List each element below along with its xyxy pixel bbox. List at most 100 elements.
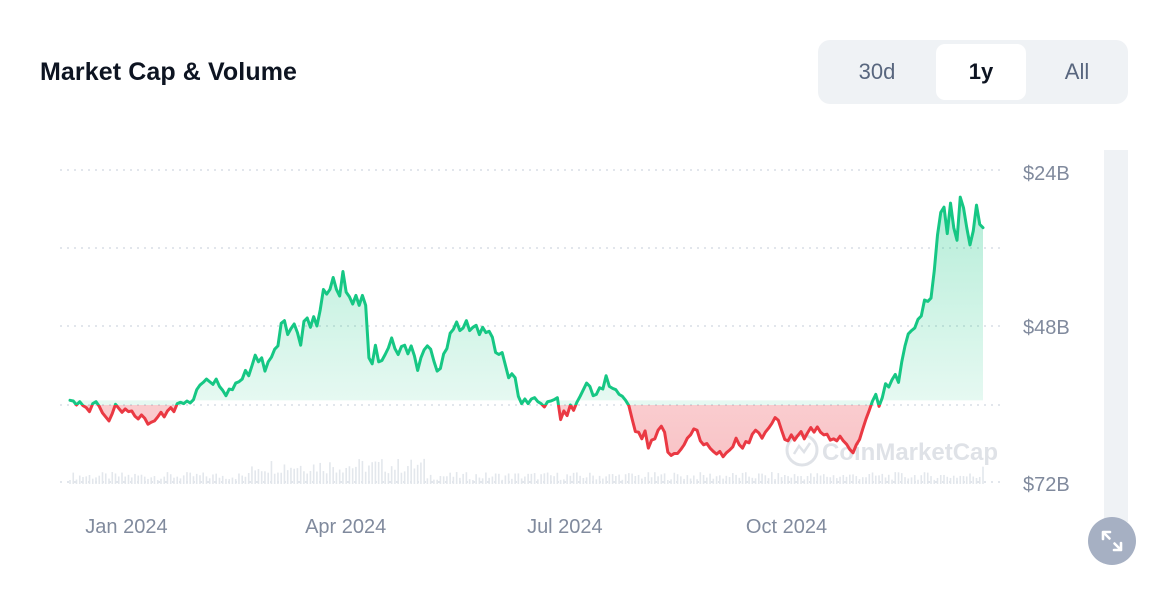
volume-bar [215, 473, 218, 484]
volume-bar [654, 472, 656, 484]
volume-bar [816, 473, 819, 484]
volume-bar [208, 478, 211, 484]
volume-bar [475, 474, 477, 484]
volume-bar [173, 477, 175, 484]
volume-bar [686, 475, 689, 484]
volume-bar [887, 474, 890, 484]
volume-bar [478, 477, 481, 484]
volume-bar [169, 474, 172, 484]
volume-bar [618, 474, 620, 484]
volume-bar [192, 476, 195, 484]
volume-bar [156, 479, 159, 484]
volume-bar [693, 475, 695, 484]
volume-bar [689, 478, 692, 484]
volume-bar [650, 477, 653, 484]
volume-bar [114, 473, 117, 484]
volume-bar [449, 472, 451, 484]
x-tick-label: Apr 2024 [305, 516, 386, 538]
volume-bar [439, 476, 442, 484]
volume-bar [507, 473, 510, 484]
volume-bar [563, 479, 565, 484]
volume-bar [858, 479, 861, 484]
volume-bar [699, 472, 702, 484]
volume-bar [822, 474, 825, 484]
volume-bar [407, 466, 409, 484]
volume-bar [663, 473, 666, 484]
volume-bar [871, 472, 874, 484]
volume-bar [667, 479, 669, 484]
volume-bar [900, 473, 903, 484]
volume-bar [189, 472, 192, 484]
volume-bar [202, 472, 205, 484]
y-axis: $24B $48B $72B [1023, 163, 1070, 496]
volume-bar [732, 473, 734, 484]
volume-bar [546, 472, 549, 484]
volume-bar [894, 472, 897, 484]
volume-bar [874, 475, 877, 484]
volume-bar [384, 471, 386, 484]
volume-bar [345, 467, 347, 484]
x-tick-label: Oct 2024 [746, 516, 827, 538]
volume-bar [416, 464, 419, 484]
volume-bar [397, 459, 399, 484]
range-30d-button[interactable]: 30d [832, 44, 922, 100]
volume-bar [306, 473, 308, 484]
price-line [68, 195, 985, 459]
range-1y-button[interactable]: 1y [936, 44, 1026, 100]
volume-bar [257, 469, 260, 484]
volume-bar [293, 468, 295, 484]
volume-bar [319, 462, 321, 484]
volume-bar [104, 473, 107, 484]
expand-icon [1101, 530, 1123, 552]
volume-bar [351, 468, 354, 484]
volume-bar [361, 460, 364, 484]
volume-bar [978, 476, 981, 484]
volume-bar [719, 475, 721, 484]
volume-bar [312, 464, 315, 484]
volume-bar [842, 474, 845, 484]
volume-bar [436, 479, 438, 484]
volume-bar [244, 476, 247, 484]
volume-bar [251, 466, 253, 484]
range-all-button[interactable]: All [1032, 44, 1122, 100]
volume-bar [325, 473, 328, 484]
chart-scrollbar[interactable] [1104, 150, 1128, 522]
volume-bar [585, 477, 588, 484]
volume-bar [579, 475, 581, 484]
volume-bar [446, 476, 448, 484]
volume-bar [182, 475, 185, 484]
volume-bar [491, 476, 494, 484]
volume-bar [725, 475, 728, 484]
volume-bar [615, 475, 617, 484]
volume-bar [764, 475, 767, 484]
volume-bar [797, 476, 799, 484]
volume-bar [280, 472, 282, 484]
volume-bar [140, 474, 143, 484]
volume-bar [683, 478, 685, 484]
volume-bar [335, 472, 338, 484]
volume-bar [494, 473, 497, 484]
volume-bar [72, 472, 75, 484]
volume-bar [163, 476, 166, 484]
volume-bar [771, 472, 773, 484]
volume-bar [745, 472, 747, 484]
volume-bar [550, 475, 552, 484]
volume-bar [946, 476, 949, 484]
volume-bar [621, 479, 624, 484]
volume-bar [527, 473, 529, 484]
volume-bar [394, 469, 396, 484]
coinmarketcap-logo-icon [785, 433, 819, 467]
volume-bar [930, 476, 932, 484]
volume-bar [933, 479, 936, 484]
volume-bar [751, 477, 754, 484]
volume-bar [514, 473, 516, 484]
volume-bar [221, 475, 224, 484]
expand-button[interactable] [1088, 517, 1136, 565]
y-tick-label: $48B [1023, 317, 1070, 339]
volume-bar [540, 474, 542, 484]
volume-bar [442, 476, 445, 484]
volume-bar [91, 478, 94, 484]
volume-bar [241, 475, 244, 484]
volume-bar [332, 467, 334, 484]
